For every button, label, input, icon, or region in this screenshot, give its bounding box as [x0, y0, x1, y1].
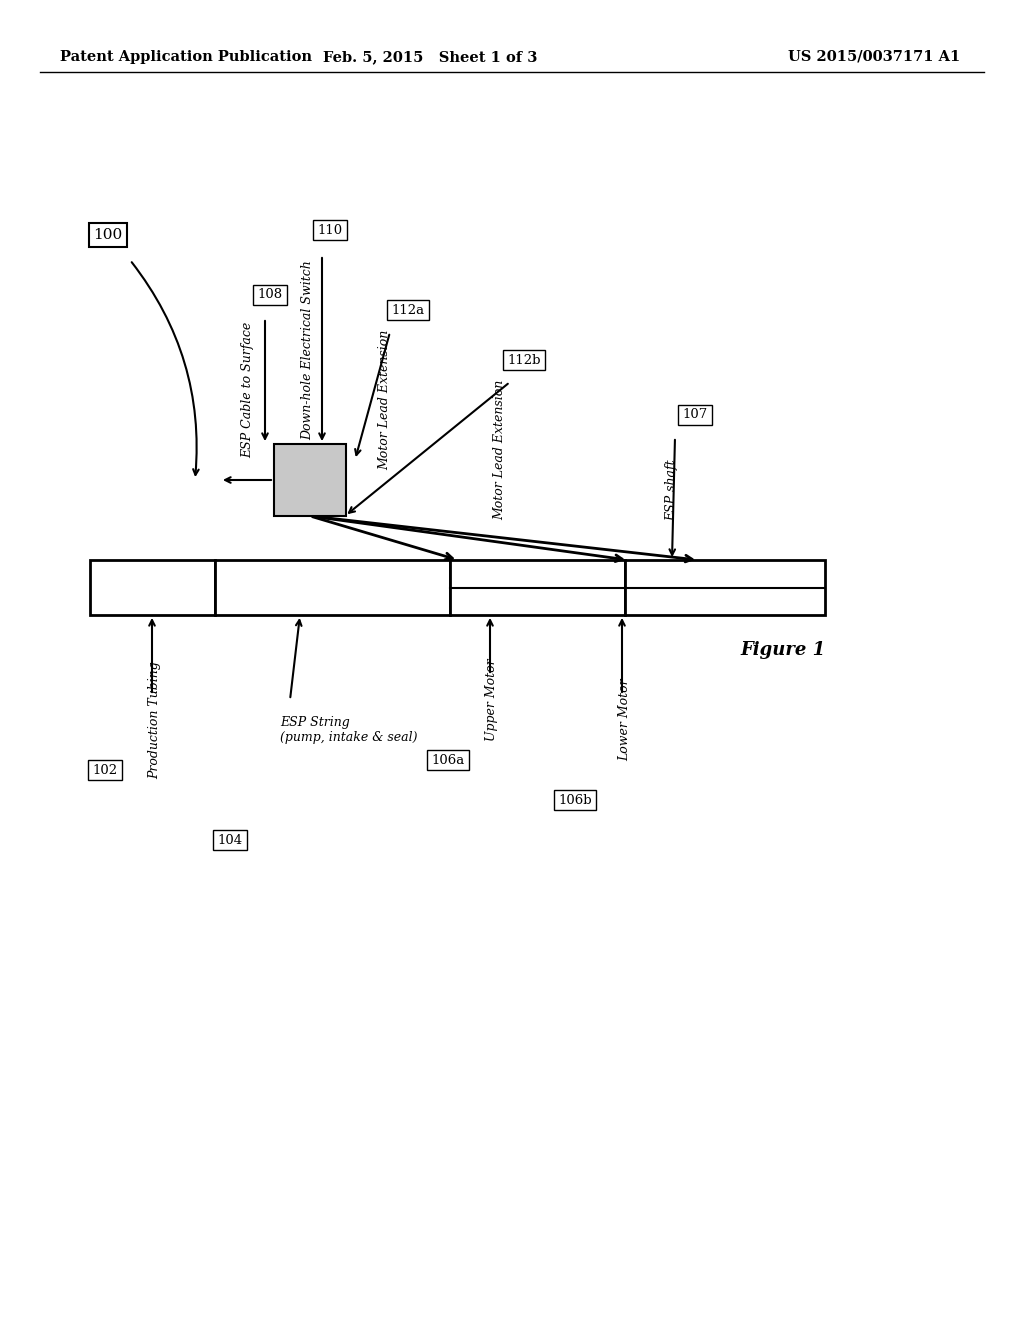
- Bar: [90, 560, 215, 615]
- Bar: [450, 560, 625, 615]
- Text: Figure 1: Figure 1: [740, 642, 825, 659]
- Text: 112b: 112b: [507, 354, 541, 367]
- Text: Patent Application Publication: Patent Application Publication: [60, 50, 312, 63]
- Text: Production Tubing: Production Tubing: [148, 661, 161, 779]
- Text: 100: 100: [93, 228, 123, 242]
- Text: Down-hole Electrical Switch: Down-hole Electrical Switch: [301, 260, 314, 440]
- Text: ESP Cable to Surface: ESP Cable to Surface: [242, 322, 255, 458]
- Text: 104: 104: [217, 833, 243, 846]
- Text: 102: 102: [92, 763, 118, 776]
- Text: Lower Motor: Lower Motor: [618, 678, 631, 762]
- Text: 110: 110: [317, 223, 343, 236]
- Text: 112a: 112a: [391, 304, 425, 317]
- Bar: [274, 444, 346, 516]
- Text: ESP String
(pump, intake & seal): ESP String (pump, intake & seal): [280, 715, 418, 744]
- Text: ESP shaft: ESP shaft: [666, 459, 679, 521]
- Text: 106b: 106b: [558, 793, 592, 807]
- Text: US 2015/0037171 A1: US 2015/0037171 A1: [787, 50, 961, 63]
- Text: Upper Motor: Upper Motor: [485, 659, 498, 742]
- Text: 107: 107: [682, 408, 708, 421]
- Bar: [215, 560, 450, 615]
- Text: Motor Lead Extension: Motor Lead Extension: [379, 330, 391, 470]
- Bar: [625, 560, 825, 615]
- Text: Feb. 5, 2015   Sheet 1 of 3: Feb. 5, 2015 Sheet 1 of 3: [323, 50, 538, 63]
- Text: 106a: 106a: [431, 754, 465, 767]
- Text: Motor Lead Extension: Motor Lead Extension: [494, 380, 507, 520]
- Text: 108: 108: [257, 289, 283, 301]
